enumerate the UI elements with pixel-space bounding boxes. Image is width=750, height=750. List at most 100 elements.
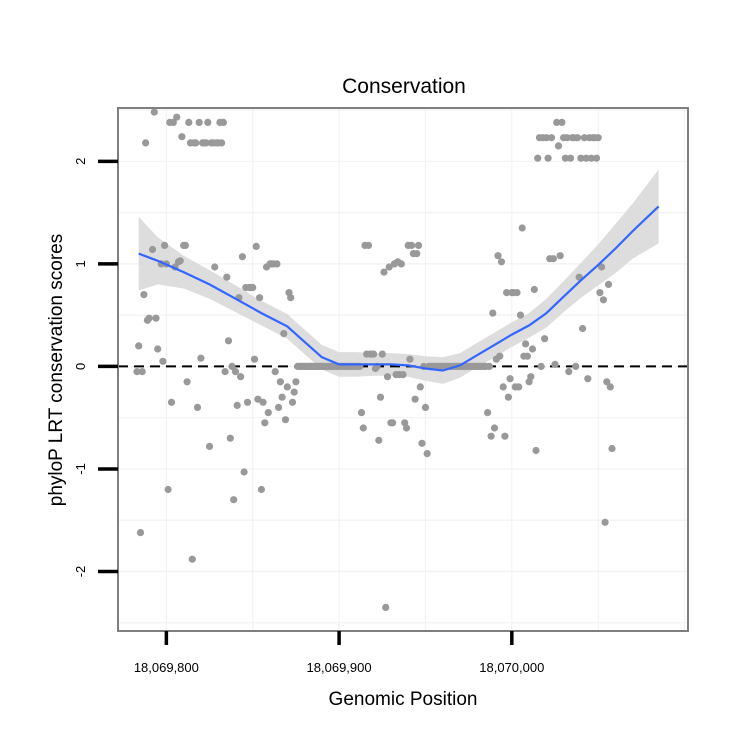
confidence-ribbon-group xyxy=(138,169,659,384)
data-point xyxy=(252,242,260,250)
data-point xyxy=(594,134,602,142)
data-point xyxy=(572,362,580,370)
data-point xyxy=(587,154,595,162)
data-point xyxy=(145,314,153,322)
data-point xyxy=(292,378,300,386)
data-point xyxy=(159,357,167,365)
data-point xyxy=(231,368,240,376)
data-point xyxy=(223,273,231,281)
data-point xyxy=(233,401,241,409)
data-point xyxy=(565,368,573,376)
data-point xyxy=(411,395,419,403)
data-point xyxy=(414,241,423,249)
data-point xyxy=(580,134,589,142)
data-point xyxy=(499,383,507,391)
data-point xyxy=(556,252,564,260)
data-point xyxy=(364,241,373,249)
data-point xyxy=(402,424,411,432)
data-point xyxy=(523,352,532,360)
data-point xyxy=(183,378,191,386)
data-point xyxy=(542,134,551,142)
data-point xyxy=(551,360,559,368)
data-point xyxy=(604,280,613,288)
data-point xyxy=(375,436,383,444)
data-point xyxy=(484,409,492,417)
data-point xyxy=(489,309,497,317)
x-axis-ticks: 18,069,800 18,069,900 18,070,000 xyxy=(134,631,544,675)
data-point xyxy=(261,419,269,427)
data-point xyxy=(148,245,157,254)
data-point xyxy=(243,398,252,406)
data-point xyxy=(553,118,561,126)
plot-border xyxy=(117,107,689,632)
data-point xyxy=(288,398,297,406)
data-point xyxy=(176,257,184,265)
data-point xyxy=(357,409,366,417)
data-point xyxy=(150,108,158,116)
data-point xyxy=(193,403,202,411)
y-tick-label: 1 xyxy=(73,260,88,267)
data-point xyxy=(598,263,606,271)
data-point xyxy=(275,403,283,411)
data-point xyxy=(161,241,169,249)
data-point xyxy=(290,388,298,396)
data-point xyxy=(582,154,590,162)
data-point xyxy=(185,118,193,126)
chart-title: Conservation xyxy=(342,75,466,98)
data-point xyxy=(496,352,504,360)
data-point xyxy=(383,373,392,381)
y-tick-label: -2 xyxy=(73,566,88,578)
data-point xyxy=(566,154,575,162)
data-point xyxy=(264,409,272,417)
data-point xyxy=(135,342,143,350)
data-point xyxy=(534,154,542,162)
data-point xyxy=(503,289,511,297)
data-point xyxy=(195,118,203,126)
y-axis-label: phyloP LRT conservation scores xyxy=(46,234,67,507)
data-point xyxy=(573,134,582,142)
data-point xyxy=(370,350,378,358)
data-point xyxy=(138,368,146,376)
data-point xyxy=(513,289,521,297)
data-point xyxy=(603,378,611,386)
data-point xyxy=(541,335,549,343)
data-point xyxy=(516,311,525,319)
data-point xyxy=(561,154,570,162)
y-tick-label: 2 xyxy=(73,158,88,165)
data-point xyxy=(204,118,212,126)
data-point xyxy=(554,142,563,150)
data-point xyxy=(408,241,416,249)
data-point xyxy=(601,518,609,526)
data-point xyxy=(563,134,571,142)
data-point xyxy=(506,375,514,383)
data-point xyxy=(140,291,148,299)
data-point xyxy=(579,324,587,333)
data-point xyxy=(399,371,407,379)
data-point xyxy=(224,337,233,345)
x-tick-label: 18,070,000 xyxy=(479,660,544,675)
data-point xyxy=(397,260,405,268)
data-point xyxy=(152,314,160,322)
y-tick-label: 0 xyxy=(73,363,88,370)
smooth-line xyxy=(138,205,660,372)
data-point xyxy=(259,398,267,406)
data-point xyxy=(254,395,262,403)
data-point xyxy=(205,442,214,450)
data-point xyxy=(211,263,219,271)
data-point xyxy=(154,345,162,353)
data-point xyxy=(515,383,523,391)
data-point xyxy=(238,253,246,261)
data-point xyxy=(219,118,227,126)
data-point xyxy=(230,496,238,504)
data-point xyxy=(271,368,279,376)
data-point xyxy=(228,362,236,370)
data-point xyxy=(532,446,540,455)
data-point xyxy=(558,118,566,126)
data-point xyxy=(599,296,608,304)
data-point xyxy=(606,383,614,391)
data-point xyxy=(577,154,585,162)
data-point xyxy=(413,250,421,258)
data-point xyxy=(167,398,176,406)
data-point xyxy=(287,294,295,302)
data-point xyxy=(181,241,189,249)
